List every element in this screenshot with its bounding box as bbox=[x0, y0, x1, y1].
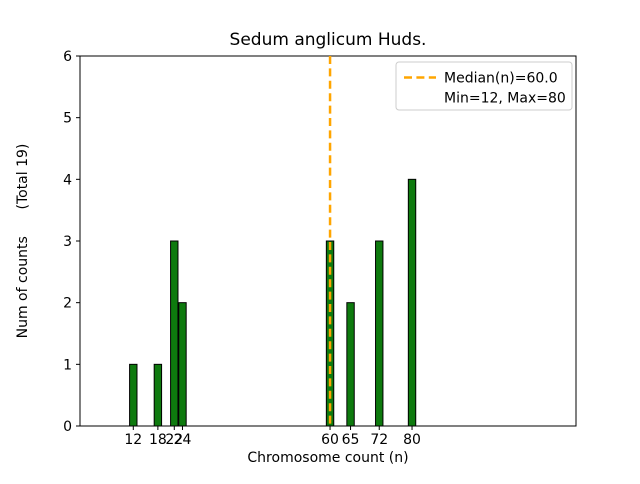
y-tick-label: 6 bbox=[63, 49, 72, 65]
x-tick-label: 60 bbox=[321, 432, 339, 448]
x-tick-label: 72 bbox=[370, 432, 388, 448]
bar-12 bbox=[129, 363, 138, 427]
chart-title: Sedum anglicum Huds. bbox=[230, 30, 427, 50]
y-tick-label: 2 bbox=[63, 296, 72, 312]
x-tick-label: 80 bbox=[403, 432, 421, 448]
x-tick-label: 65 bbox=[342, 432, 360, 448]
y-tick-label: 5 bbox=[63, 111, 72, 127]
legend-box bbox=[395, 61, 573, 111]
y-tick-label: 3 bbox=[63, 234, 72, 250]
y-axis-label: Num of counts (Total 19) bbox=[15, 144, 31, 339]
bar-22 bbox=[170, 240, 179, 427]
legend: Median(n)=60.0 Min=12, Max=80 bbox=[395, 61, 573, 111]
bar-65 bbox=[346, 302, 355, 427]
x-tick-label: 24 bbox=[174, 432, 192, 448]
x-tick-label: 18 bbox=[149, 432, 167, 448]
bar-24 bbox=[178, 302, 187, 427]
x-axis-label: Chromosome count (n) bbox=[247, 450, 408, 466]
bar-80 bbox=[407, 178, 417, 427]
y-tick-label: 4 bbox=[63, 172, 72, 188]
y-tick-label: 0 bbox=[63, 419, 72, 435]
x-tick-label: 12 bbox=[124, 432, 142, 448]
legend-label-median: Median(n)=60.0 bbox=[444, 71, 558, 87]
y-tick-label: 1 bbox=[63, 357, 72, 373]
x-tick-label: 22 bbox=[165, 432, 183, 448]
bar-18 bbox=[153, 363, 163, 427]
bar-72 bbox=[375, 240, 384, 427]
legend-label-minmax: Min=12, Max=80 bbox=[444, 91, 566, 107]
